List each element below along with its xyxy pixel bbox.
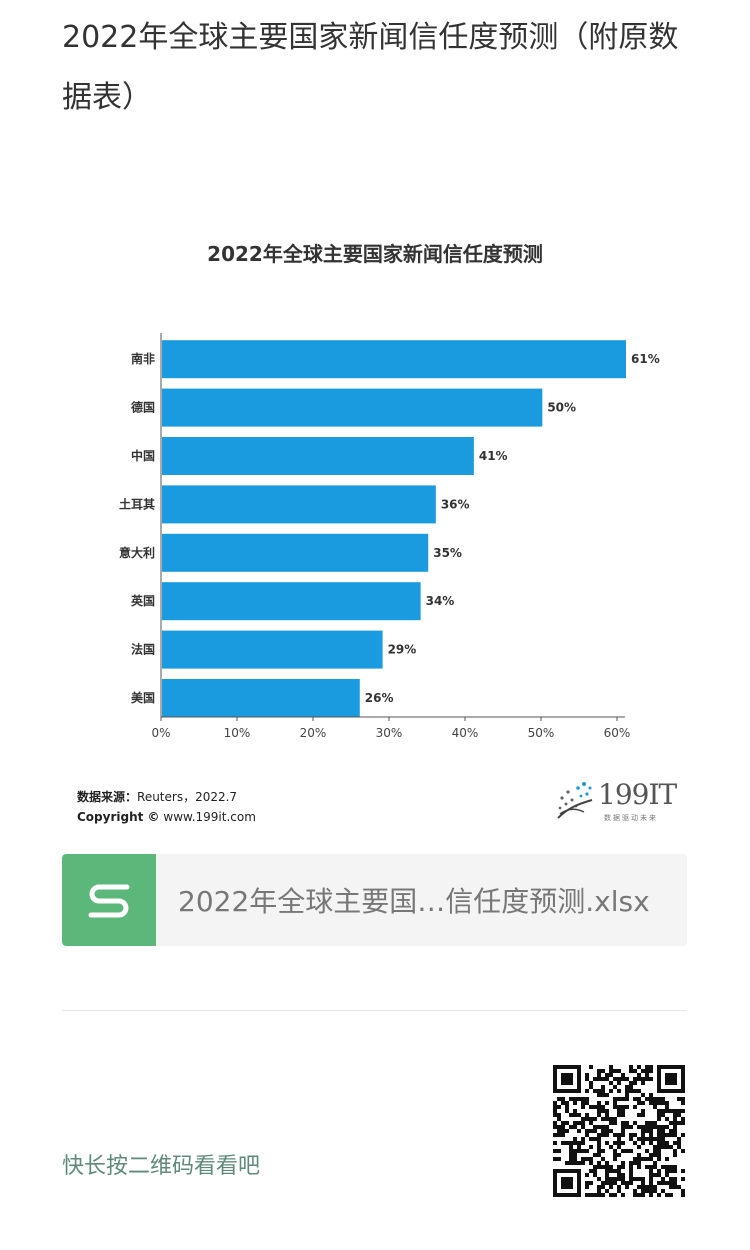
x-tick-label: 60% bbox=[604, 726, 631, 740]
x-tick-label: 30% bbox=[376, 726, 403, 740]
value-label: 34% bbox=[426, 594, 455, 608]
value-label: 29% bbox=[388, 643, 417, 657]
category-label: 南非 bbox=[131, 351, 155, 366]
x-tick-label: 50% bbox=[528, 726, 555, 740]
source-value: Reuters，2022.7 bbox=[137, 790, 238, 804]
attachment-file-name: 2022年全球主要国…信任度预测.xlsx bbox=[178, 885, 650, 918]
category-label: 美国 bbox=[131, 690, 155, 705]
qr-code-icon[interactable] bbox=[553, 1065, 685, 1197]
copyright-value: www.199it.com bbox=[163, 810, 256, 824]
copyright-label: Copyright © bbox=[77, 810, 160, 824]
spreadsheet-s-icon bbox=[62, 854, 156, 946]
value-label: 61% bbox=[631, 352, 660, 366]
source-label: 数据来源： bbox=[77, 790, 138, 804]
brand-logo: 199IT 数据驱动未来 bbox=[554, 778, 684, 828]
x-tick-label: 0% bbox=[151, 726, 170, 740]
x-tick-label: 20% bbox=[300, 726, 327, 740]
chart-source-note: 数据来源：Reuters，2022.7 Copyright © www.199i… bbox=[77, 787, 256, 827]
category-label: 中国 bbox=[131, 448, 155, 463]
value-label: 41% bbox=[479, 449, 508, 463]
bar bbox=[162, 340, 626, 379]
value-label: 26% bbox=[365, 691, 394, 705]
brand-dots-icon bbox=[557, 782, 593, 819]
brand-tagline: 数据驱动未来 bbox=[604, 814, 658, 822]
bar-chart: 2022年全球主要国家新闻信任度预测 南非 61% 德国 50% 中国 41% 土耳其 36%… bbox=[119, 242, 660, 740]
bar bbox=[162, 630, 383, 669]
bar bbox=[162, 679, 360, 717]
chart-title: 2022年全球主要国家新闻信任度预测 bbox=[207, 242, 543, 266]
bar bbox=[162, 582, 421, 621]
category-label: 英国 bbox=[131, 593, 155, 608]
value-label: 35% bbox=[433, 546, 462, 560]
bar bbox=[162, 388, 543, 427]
bar bbox=[162, 437, 474, 475]
chart-image[interactable]: 2022年全球主要国家新闻信任度预测 南非 61% 德国 50% 中国 41% 土耳其 36%… bbox=[0, 215, 750, 845]
category-label: 意大利 bbox=[119, 545, 155, 560]
qr-hint-text: 快长按二维码看看吧 bbox=[62, 1154, 261, 1179]
bar bbox=[162, 533, 429, 572]
value-label: 36% bbox=[441, 497, 470, 511]
x-tick-label: 10% bbox=[224, 726, 251, 740]
value-label: 50% bbox=[547, 401, 576, 415]
category-label: 法国 bbox=[131, 642, 155, 657]
brand-name: 199IT bbox=[598, 778, 677, 811]
attachment-card[interactable]: 2022年全球主要国…信任度预测.xlsx bbox=[62, 854, 687, 946]
divider bbox=[62, 1010, 687, 1011]
page-title: 2022年全球主要国家新闻信任度预测（附原数据表） bbox=[62, 20, 679, 115]
bar bbox=[162, 485, 436, 524]
category-label: 德国 bbox=[131, 400, 155, 415]
x-tick-label: 40% bbox=[452, 726, 479, 740]
category-label: 土耳其 bbox=[119, 496, 155, 511]
